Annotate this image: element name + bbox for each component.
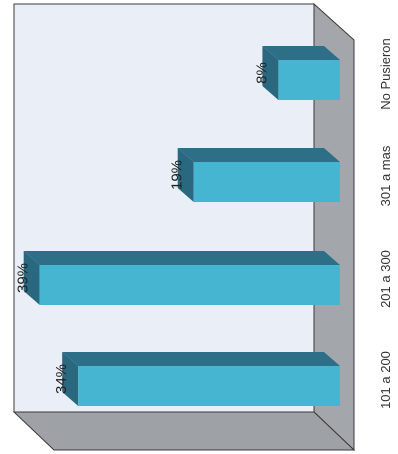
bar-end-face [177, 148, 194, 202]
bar-top-face [23, 251, 340, 265]
bar-end-face [262, 46, 279, 100]
bar-2 [23, 251, 340, 305]
bar-end-face [62, 352, 79, 406]
value-labels-group: 8% 19% 39% 34% [15, 62, 271, 394]
bar-top-face [177, 148, 340, 162]
category-label-4: No Pusieron [378, 38, 393, 110]
bar-4 [262, 46, 340, 100]
bar-front-face [278, 60, 340, 100]
category-label-1: 101 a 200 [378, 351, 393, 409]
bars-group [23, 46, 340, 406]
category-labels-group: No Pusieron 301 a mas 201 a 300 101 a 200 [378, 38, 393, 409]
category-label-2: 201 a 300 [378, 250, 393, 308]
bar-top-face [262, 46, 340, 60]
bar-front-face [193, 162, 340, 202]
floor [12, 411, 356, 451]
category-label-3: 301 a mas [378, 145, 393, 206]
bar-top-face [62, 352, 340, 366]
bar-1 [62, 352, 340, 406]
bar-end-face [23, 251, 40, 305]
value-label-4: 8% [253, 62, 270, 84]
bar-3 [177, 148, 340, 202]
bar-front-face [39, 265, 340, 305]
value-label-3: 19% [169, 160, 186, 190]
bar-front-face [78, 366, 340, 406]
value-label-2: 39% [15, 263, 32, 293]
value-label-1: 34% [53, 364, 70, 394]
